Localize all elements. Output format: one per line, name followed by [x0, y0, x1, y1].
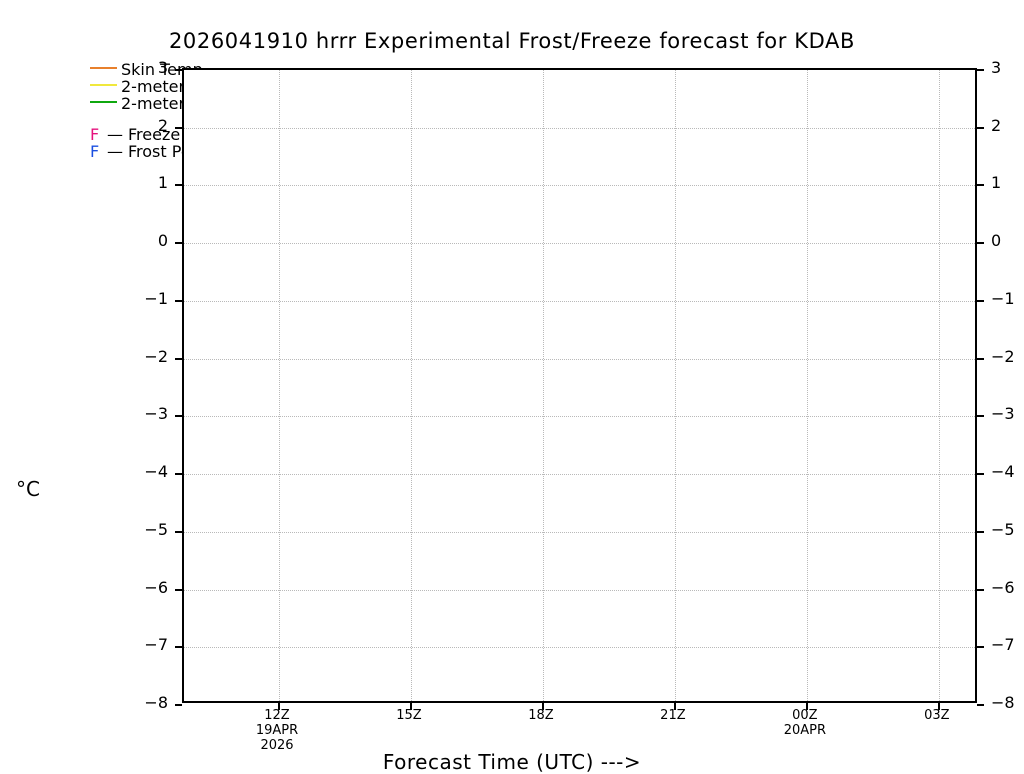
y-tick-left [175, 588, 182, 591]
page-title: 2026041910 hrrr Experimental Frost/Freez… [168, 29, 856, 53]
legend-dash-frost: — [107, 142, 123, 161]
y-tick-right [977, 299, 984, 302]
y-axis-tick-label-right: −4 [991, 462, 1015, 482]
x-axis-tick-label: 21Z [613, 708, 733, 723]
y-tick-left [175, 530, 182, 533]
series-canvas [184, 70, 979, 705]
x-tick-time: 03Z [924, 708, 950, 723]
y-axis-tick-label-left: 2 [157, 115, 168, 135]
x-tick-date: 20APR [783, 723, 827, 738]
y-axis-tick-label-left: −2 [144, 346, 168, 366]
y-tick-right [977, 184, 984, 187]
x-tick [409, 703, 412, 710]
y-axis-tick-label-right: −8 [991, 693, 1015, 712]
x-axis-tick-label: 18Z [481, 708, 601, 723]
y-axis-tick-label-left: −4 [144, 462, 168, 482]
legend-swatch-2m-dewp [90, 101, 117, 103]
y-axis-tick-label-left: −3 [144, 404, 168, 424]
y-axis-tick-label-right: 2 [991, 115, 1002, 135]
x-tick [541, 703, 544, 710]
x-axis-tick-label: 12Z 19APR 2026 [217, 708, 337, 753]
y-axis-tick-label-right: 1 [991, 173, 1002, 193]
plot-area [175, 68, 984, 710]
y-axis-tick-label-left: 3 [157, 58, 168, 77]
y-tick-right [977, 415, 984, 418]
y-axis-tick-label-right: −2 [991, 346, 1015, 366]
x-tick [805, 703, 808, 710]
y-tick-left [175, 704, 182, 706]
y-axis-tick-label-left: −6 [144, 577, 168, 597]
y-tick-right [977, 588, 984, 591]
y-axis-tick-label-left: 1 [157, 173, 168, 193]
y-tick-right [977, 126, 984, 129]
y-tick-left [175, 242, 182, 245]
y-axis-tick-label-right: −1 [991, 288, 1015, 308]
x-tick [278, 703, 280, 710]
y-axis-title: °C [16, 477, 40, 501]
freeze-potential-f-icon: F [90, 125, 100, 144]
x-tick [673, 703, 676, 710]
y-tick-left [175, 646, 182, 649]
legend-swatch-2m-temp [90, 84, 117, 86]
y-axis-tick-label-right: −7 [991, 635, 1015, 655]
y-axis-tick-label-right: −5 [991, 519, 1015, 539]
legend-swatch-skin-temp [90, 67, 117, 69]
y-axis-tick-label-right: 0 [991, 231, 1002, 251]
y-tick-right [977, 704, 984, 706]
y-tick-left [175, 126, 182, 129]
y-tick-left [175, 357, 182, 360]
y-tick-right [977, 473, 984, 476]
x-tick-time: 12Z [264, 708, 290, 723]
legend-dash-freeze: — [107, 125, 123, 144]
x-tick-time: 21Z [660, 708, 686, 723]
y-axis-tick-label-right: −3 [991, 404, 1015, 424]
y-axis-tick-label-left: −5 [144, 519, 168, 539]
x-tick-time: 15Z [396, 708, 422, 723]
frost-potential-f-icon: F [90, 142, 100, 161]
y-tick-right [977, 242, 984, 245]
x-tick [937, 703, 940, 710]
x-axis-tick-label: 15Z [349, 708, 469, 723]
y-tick-right [977, 69, 984, 71]
x-tick-time: 18Z [528, 708, 554, 723]
y-axis-tick-label-right: −6 [991, 577, 1015, 597]
y-tick-left [175, 299, 182, 302]
x-tick-date: 19APR [255, 723, 299, 738]
x-tick-year: 2026 [260, 738, 294, 753]
y-tick-left [175, 69, 182, 71]
y-tick-right [977, 646, 984, 649]
y-axis-tick-label-left: −8 [144, 693, 168, 712]
x-axis-title: Forecast Time (UTC) ---> [382, 750, 642, 774]
y-tick-left [175, 184, 182, 187]
y-tick-left [175, 415, 182, 418]
y-axis-tick-label-left: 0 [157, 231, 168, 251]
y-axis-tick-label-right: 3 [991, 58, 1002, 77]
x-axis-tick-label: 03Z [877, 708, 997, 723]
y-axis-tick-label-left: −7 [144, 635, 168, 655]
y-tick-right [977, 530, 984, 533]
y-axis-tick-label-left: −1 [144, 288, 168, 308]
y-tick-right [977, 357, 984, 360]
x-tick-time: 00Z [792, 708, 818, 723]
x-axis-tick-label: 00Z 20APR [745, 708, 865, 738]
y-tick-left [175, 473, 182, 476]
